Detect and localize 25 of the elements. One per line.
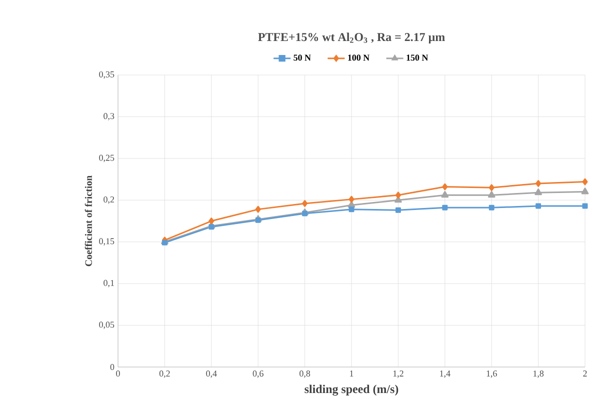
x-axis-title: sliding speed (m/s) <box>304 384 398 396</box>
x-tick-label: 0,8 <box>300 370 310 378</box>
y-tick-label: 0,05 <box>99 322 114 329</box>
x-tick-label: 1,2 <box>393 370 404 378</box>
x-tick-label: 1,8 <box>533 370 544 378</box>
x-tick-label: 0,6 <box>252 370 264 378</box>
y-tick-label: 0,15 <box>99 238 114 246</box>
chart-title: PTFE+15% wt Al$_{2}$O$_{3}$ , Ra = 2.17 µm <box>258 32 445 44</box>
y-tick-label: 0,25 <box>99 154 114 162</box>
x-tick-label: 1,4 <box>440 370 450 378</box>
y-tick-label: 0,1 <box>104 280 114 288</box>
legend-label: 100 N <box>348 54 370 61</box>
y-tick-label: 0,35 <box>99 71 114 79</box>
x-tick-label: 0,4 <box>206 370 217 378</box>
x-tick-label: 1 <box>350 370 354 376</box>
y-axis-title: Coefficient of friction <box>84 176 92 266</box>
y-tick-label: 0,2 <box>104 196 114 204</box>
legend-label: 150 N <box>406 54 428 61</box>
x-tick-label: 2 <box>583 370 587 376</box>
x-tick-label: 0 <box>116 370 120 377</box>
y-tick-label: 0 <box>110 364 114 370</box>
x-tick-label: 0,2 <box>159 370 170 378</box>
legend-label: 50 N <box>294 54 311 61</box>
y-tick-label: 0,3 <box>104 113 114 120</box>
x-tick-label: 1,6 <box>486 370 497 378</box>
